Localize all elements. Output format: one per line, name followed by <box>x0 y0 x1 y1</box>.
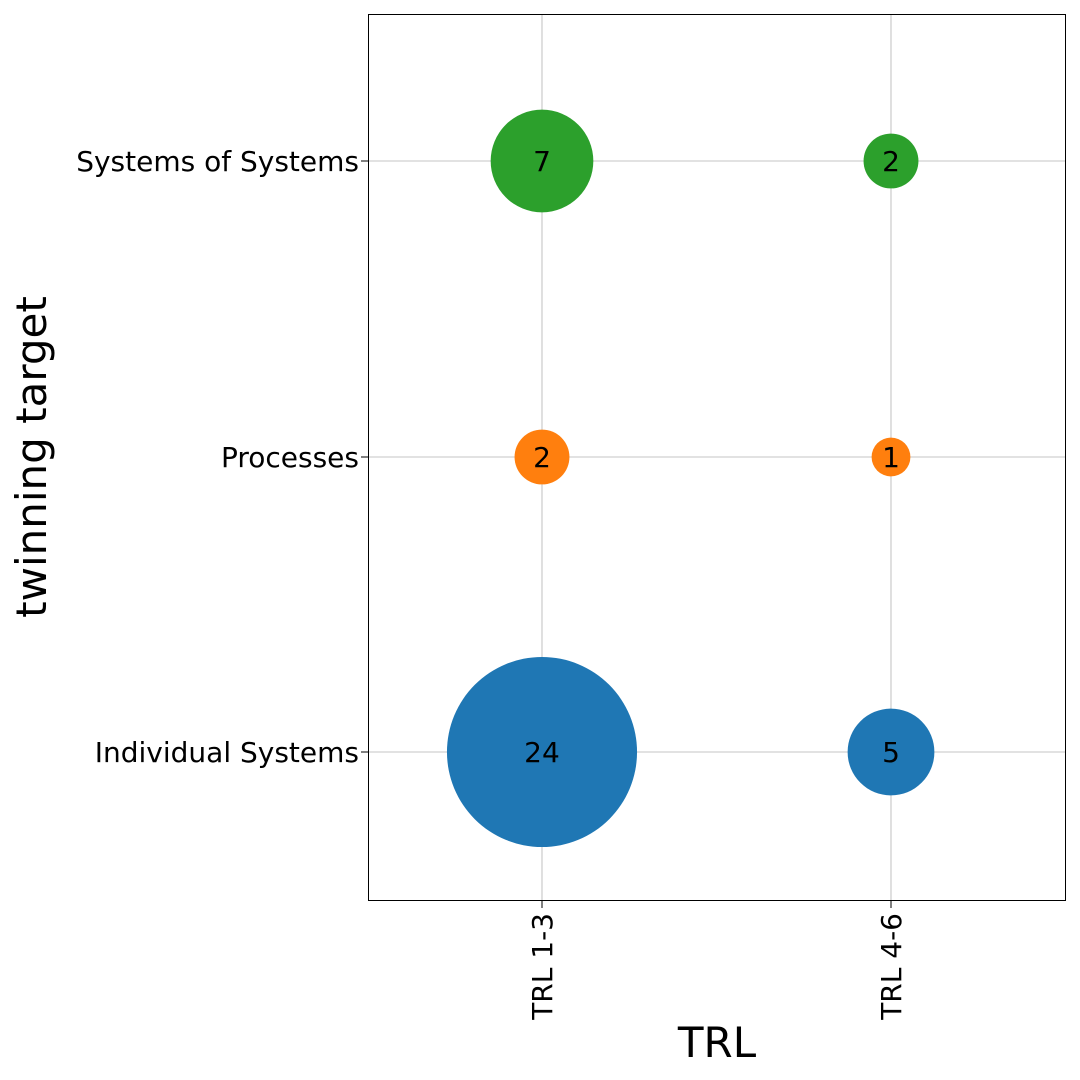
y-tick-label-processes: Processes <box>221 441 359 474</box>
bubble-processes-trl-1-3 <box>514 429 570 485</box>
bubble-processes-trl-4-6 <box>871 437 911 477</box>
bubble-label-systems-of-systems-trl-1-3: 7 <box>533 145 551 178</box>
y-tick-label-individual-systems: Individual Systems <box>95 736 359 769</box>
bubble-label-processes-trl-4-6: 1 <box>882 441 900 474</box>
bubble-label-individual-systems-trl-1-3: 24 <box>524 736 560 769</box>
plot-frame <box>368 14 1066 901</box>
x-tick-label-trl-4-6: TRL 4-6 <box>875 913 908 1021</box>
bubble-systems-of-systems-trl-1-3 <box>490 109 594 213</box>
y-tick-labels: Individual Systems Processes Systems of Sy… <box>76 145 359 769</box>
x-tick-labels: TRL 1-3 TRL 4-6 <box>526 913 908 1021</box>
x-tick-label-trl-1-3: TRL 1-3 <box>526 913 559 1021</box>
bubble-systems-of-systems-trl-4-6 <box>863 133 919 189</box>
bubble-individual-systems-trl-4-6 <box>847 708 935 796</box>
bubble-individual-systems-trl-1-3 <box>446 656 638 848</box>
bubble-label-systems-of-systems-trl-4-6: 2 <box>882 145 900 178</box>
bubble-label-individual-systems-trl-4-6: 5 <box>882 736 900 769</box>
y-tick-label-systems-of-systems: Systems of Systems <box>76 145 359 178</box>
bubble-label-processes-trl-1-3: 2 <box>533 441 551 474</box>
bubble-labels: 24 5 2 1 7 2 <box>524 145 900 769</box>
y-axis-title: twinning target <box>7 296 56 618</box>
bubbles <box>446 109 935 848</box>
x-axis-title: TRL <box>677 1018 757 1067</box>
